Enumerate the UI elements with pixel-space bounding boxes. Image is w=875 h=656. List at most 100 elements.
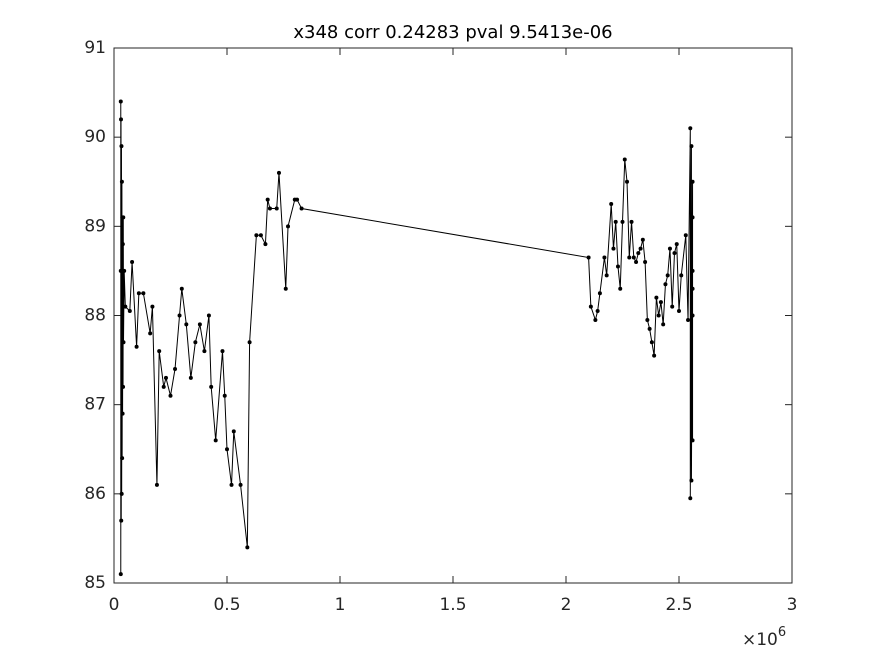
point: [274, 206, 279, 211]
point: [222, 393, 227, 398]
point: [627, 255, 632, 260]
point: [141, 291, 146, 296]
point: [118, 99, 123, 104]
point: [654, 295, 659, 300]
x-tick-label: 2: [561, 595, 572, 615]
point: [120, 456, 125, 461]
point: [134, 344, 139, 349]
point: [690, 438, 695, 443]
point: [247, 340, 252, 345]
point: [611, 246, 616, 251]
point: [604, 273, 609, 278]
point: [120, 411, 125, 416]
point: [689, 144, 694, 149]
point: [631, 255, 636, 260]
point: [245, 545, 250, 550]
point: [670, 304, 675, 309]
point: [615, 264, 620, 269]
point: [634, 260, 639, 264]
point: [168, 393, 173, 398]
x-multiplier-exponent: 6: [778, 625, 786, 640]
point: [299, 206, 304, 211]
point: [136, 291, 141, 296]
point: [690, 215, 695, 220]
point: [197, 322, 202, 327]
point: [157, 349, 162, 354]
point: [658, 300, 663, 305]
point: [263, 242, 268, 247]
point: [688, 126, 693, 131]
point: [688, 496, 693, 501]
point: [649, 340, 654, 345]
point: [213, 438, 218, 443]
point: [638, 246, 643, 251]
point: [586, 255, 591, 260]
point: [622, 157, 627, 162]
point: [276, 170, 281, 175]
point: [119, 117, 124, 122]
point: [690, 313, 695, 318]
x-tick-label: 0: [109, 595, 120, 615]
point: [686, 317, 691, 322]
point: [258, 233, 263, 238]
point: [121, 215, 126, 220]
y-tick-label: 91: [84, 38, 106, 58]
point: [661, 322, 666, 327]
point: [667, 246, 672, 251]
point: [645, 317, 650, 322]
point: [643, 260, 648, 264]
point: [267, 206, 272, 211]
plot-area: [113, 47, 793, 584]
point: [118, 572, 123, 577]
point: [119, 144, 124, 149]
point: [231, 429, 236, 434]
x-tick-label: 3: [787, 595, 798, 615]
point: [640, 237, 645, 242]
chart-title: x348 corr 0.24283 pval 9.5413e-06: [293, 22, 612, 43]
point: [672, 251, 677, 256]
point: [209, 384, 214, 389]
point: [679, 273, 684, 278]
point: [625, 179, 630, 184]
point: [620, 219, 625, 224]
x-tick-label: 1.5: [439, 595, 466, 615]
point: [663, 282, 668, 287]
point: [618, 286, 623, 291]
point: [597, 291, 602, 296]
point: [127, 309, 132, 314]
point: [683, 233, 688, 238]
point: [193, 340, 198, 345]
point: [118, 268, 123, 273]
y-tick-label: 89: [84, 216, 106, 236]
x-multiplier: ×106: [742, 625, 786, 651]
point: [677, 309, 681, 314]
point: [163, 375, 168, 380]
x-multiplier-base: ×10: [742, 630, 778, 650]
x-tick-label: 0.5: [213, 595, 240, 615]
point: [184, 322, 189, 327]
point: [602, 255, 607, 260]
point: [613, 219, 618, 224]
point: [229, 482, 234, 487]
point: [173, 367, 178, 371]
point: [690, 286, 695, 291]
point: [225, 447, 229, 452]
point: [647, 326, 652, 331]
point: [689, 478, 694, 483]
point: [177, 313, 182, 318]
point: [179, 286, 184, 291]
point: [130, 260, 135, 264]
point: [161, 384, 166, 389]
point: [119, 179, 124, 184]
point: [121, 384, 126, 389]
point: [206, 313, 211, 318]
point: [202, 349, 207, 354]
point: [652, 353, 657, 358]
point: [636, 251, 641, 256]
y-tick-label: 90: [84, 127, 106, 147]
point: [123, 304, 128, 309]
point: [595, 309, 600, 314]
point: [609, 202, 614, 207]
point: [122, 268, 127, 273]
point: [254, 233, 259, 238]
